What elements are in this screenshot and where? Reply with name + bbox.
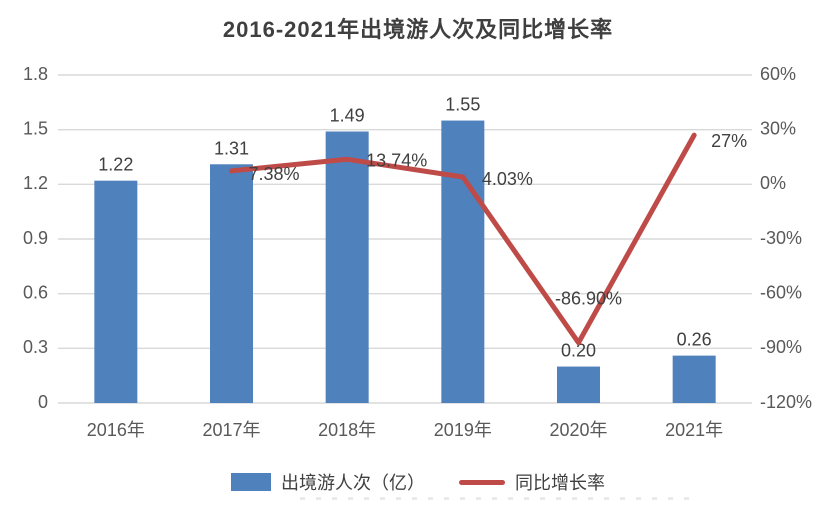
right-axis-tick-label: 0% xyxy=(760,173,786,193)
bar-2020年 xyxy=(557,366,600,403)
right-axis-tick-label: -120% xyxy=(760,392,812,412)
x-axis-tick-label: 2019年 xyxy=(434,420,492,440)
right-axis-tick-label: -30% xyxy=(760,228,802,248)
bar-2016年 xyxy=(94,180,138,403)
line-value-label: 4.03% xyxy=(482,169,533,189)
bar-value-label: 1.31 xyxy=(214,138,249,158)
bar-series-label: 出境游人次（亿） xyxy=(281,473,425,493)
legend-item-line-series: 同比增长率 xyxy=(459,469,605,495)
bar-value-label: 1.22 xyxy=(98,155,133,175)
line-value-label: 7.38% xyxy=(249,164,300,184)
growth-rate-line xyxy=(229,132,697,346)
bar-2019年 xyxy=(441,120,485,404)
legend-item-bar-series: 出境游人次（亿） xyxy=(231,469,425,495)
left-axis-tick-label: 1.2 xyxy=(23,173,48,193)
left-axis-tick-label: 0 xyxy=(38,392,48,412)
line-series-swatch-icon xyxy=(459,479,505,485)
bar-2021年 xyxy=(672,355,716,403)
left-axis-tick-label: 0.9 xyxy=(23,228,48,248)
right-axis-tick-label: 30% xyxy=(760,118,796,138)
right-axis-tick-label: 60% xyxy=(760,64,796,84)
right-axis-tick-label: -90% xyxy=(760,337,802,357)
x-axis-tick-label: 2021年 xyxy=(665,420,723,440)
bar-2018年 xyxy=(325,131,369,403)
bar-2017年 xyxy=(210,164,253,403)
x-axis-tick-label: 2017年 xyxy=(202,420,260,440)
x-axis-tick-label: 2016年 xyxy=(87,420,145,440)
bar-value-label: 1.55 xyxy=(445,95,480,115)
bar-value-label: 0.20 xyxy=(561,341,596,361)
x-axis-tick-label: 2020年 xyxy=(549,420,607,440)
bar-value-label: 0.26 xyxy=(677,330,712,350)
left-axis-tick-label: 0.3 xyxy=(23,337,48,357)
left-axis-tick-label: 1.5 xyxy=(23,118,48,138)
chart-legend: 出境游人次（亿） 同比增长率 xyxy=(0,468,836,496)
bar-value-label: 1.49 xyxy=(330,105,365,125)
line-series-label: 同比增长率 xyxy=(515,473,605,493)
left-axis-tick-label: 0.6 xyxy=(23,282,48,302)
x-axis-tick-label: 2018年 xyxy=(318,420,376,440)
bar-series-swatch-icon xyxy=(231,473,271,491)
line-value-label: -86.90% xyxy=(555,289,622,309)
left-axis-tick-label: 1.8 xyxy=(23,64,48,84)
right-axis-tick-label: -60% xyxy=(760,282,802,302)
line-value-label: 27% xyxy=(711,131,747,151)
chart-title: 2016-2021年出境游人次及同比增长率 xyxy=(222,17,614,42)
cropped-content-artifact xyxy=(300,497,700,500)
line-value-label: 13.74% xyxy=(366,150,427,170)
